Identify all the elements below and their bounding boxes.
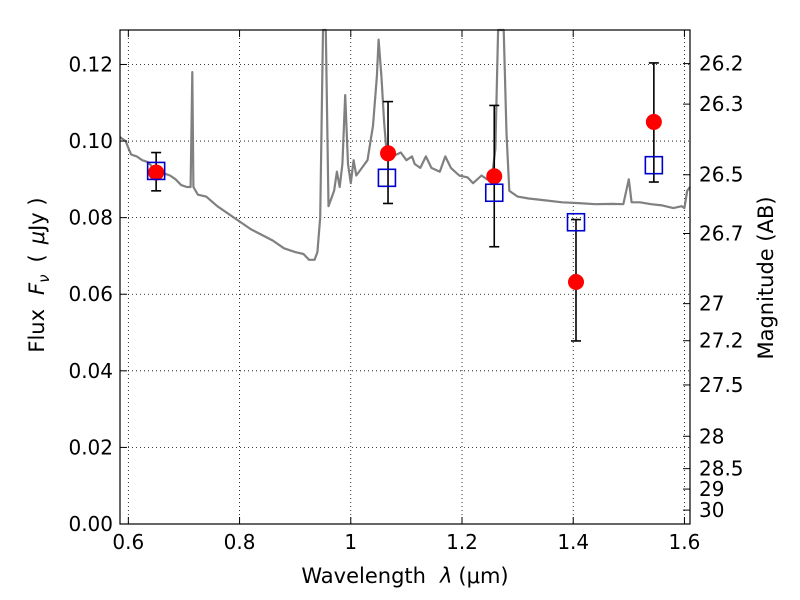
y2-tick-label: 27.5 (699, 373, 744, 397)
x-tick-label: 1.4 (557, 530, 589, 554)
y-tick-label: 0.06 (68, 282, 113, 306)
y2-tick-label: 29 (699, 477, 724, 501)
model-square (377, 168, 397, 188)
y2-tick-label: 26.2 (699, 52, 744, 76)
y-tick-label: 0.08 (68, 206, 113, 230)
data-point (148, 164, 165, 181)
plot-frame (119, 29, 691, 525)
data-point (486, 168, 503, 185)
data-point (380, 145, 397, 162)
observed-points (148, 113, 662, 290)
y2-tick-label: 26.3 (699, 92, 744, 116)
data-point (645, 113, 662, 130)
x-tick-label: 0.8 (224, 530, 256, 554)
y2-tick-label: 26.5 (699, 163, 744, 187)
y-axis-ticks: 0.00 0.02 0.04 0.06 0.08 0.10 0.12 (68, 52, 127, 536)
y-tick-label: 0.02 (68, 435, 113, 459)
y2-tick-label: 26.7 (699, 222, 744, 246)
spectrum-path (119, 28, 691, 261)
observed-errorbars (151, 62, 659, 342)
y2-tick-label: 27.2 (699, 329, 744, 353)
y2-tick-label: 28 (699, 424, 724, 448)
y-axis-label: FluxFν(μJy ) (25, 197, 53, 352)
x-tick-label: 1.2 (446, 530, 478, 554)
model-spectrum-line (119, 28, 691, 261)
y-tick-label: 0.00 (68, 512, 113, 536)
x-tick-label: 0.6 (112, 530, 144, 554)
model-square (566, 212, 586, 232)
grid (120, 30, 690, 525)
x-axis-label: Wavelength λ (μm) (301, 564, 508, 588)
model-photometry-squares (146, 155, 664, 232)
x-axis-ticks: 0.6 0.8 1 1.2 1.4 1.6 (112, 30, 700, 554)
y2-tick-label: 28.5 (699, 457, 744, 481)
y-tick-label: 0.04 (68, 359, 113, 383)
model-square (146, 161, 166, 181)
y2-axis-label: Magnitude (AB) (754, 196, 778, 359)
x-tick-label: 1 (344, 530, 357, 554)
y-tick-label: 0.10 (68, 129, 113, 153)
model-square (484, 183, 504, 203)
y2-tick-label: 27 (699, 292, 724, 316)
data-point (568, 273, 584, 290)
y-tick-label: 0.12 (68, 52, 113, 76)
model-square (644, 155, 664, 175)
y2-tick-label: 30 (699, 498, 724, 522)
x-tick-label: 1.6 (669, 530, 701, 554)
